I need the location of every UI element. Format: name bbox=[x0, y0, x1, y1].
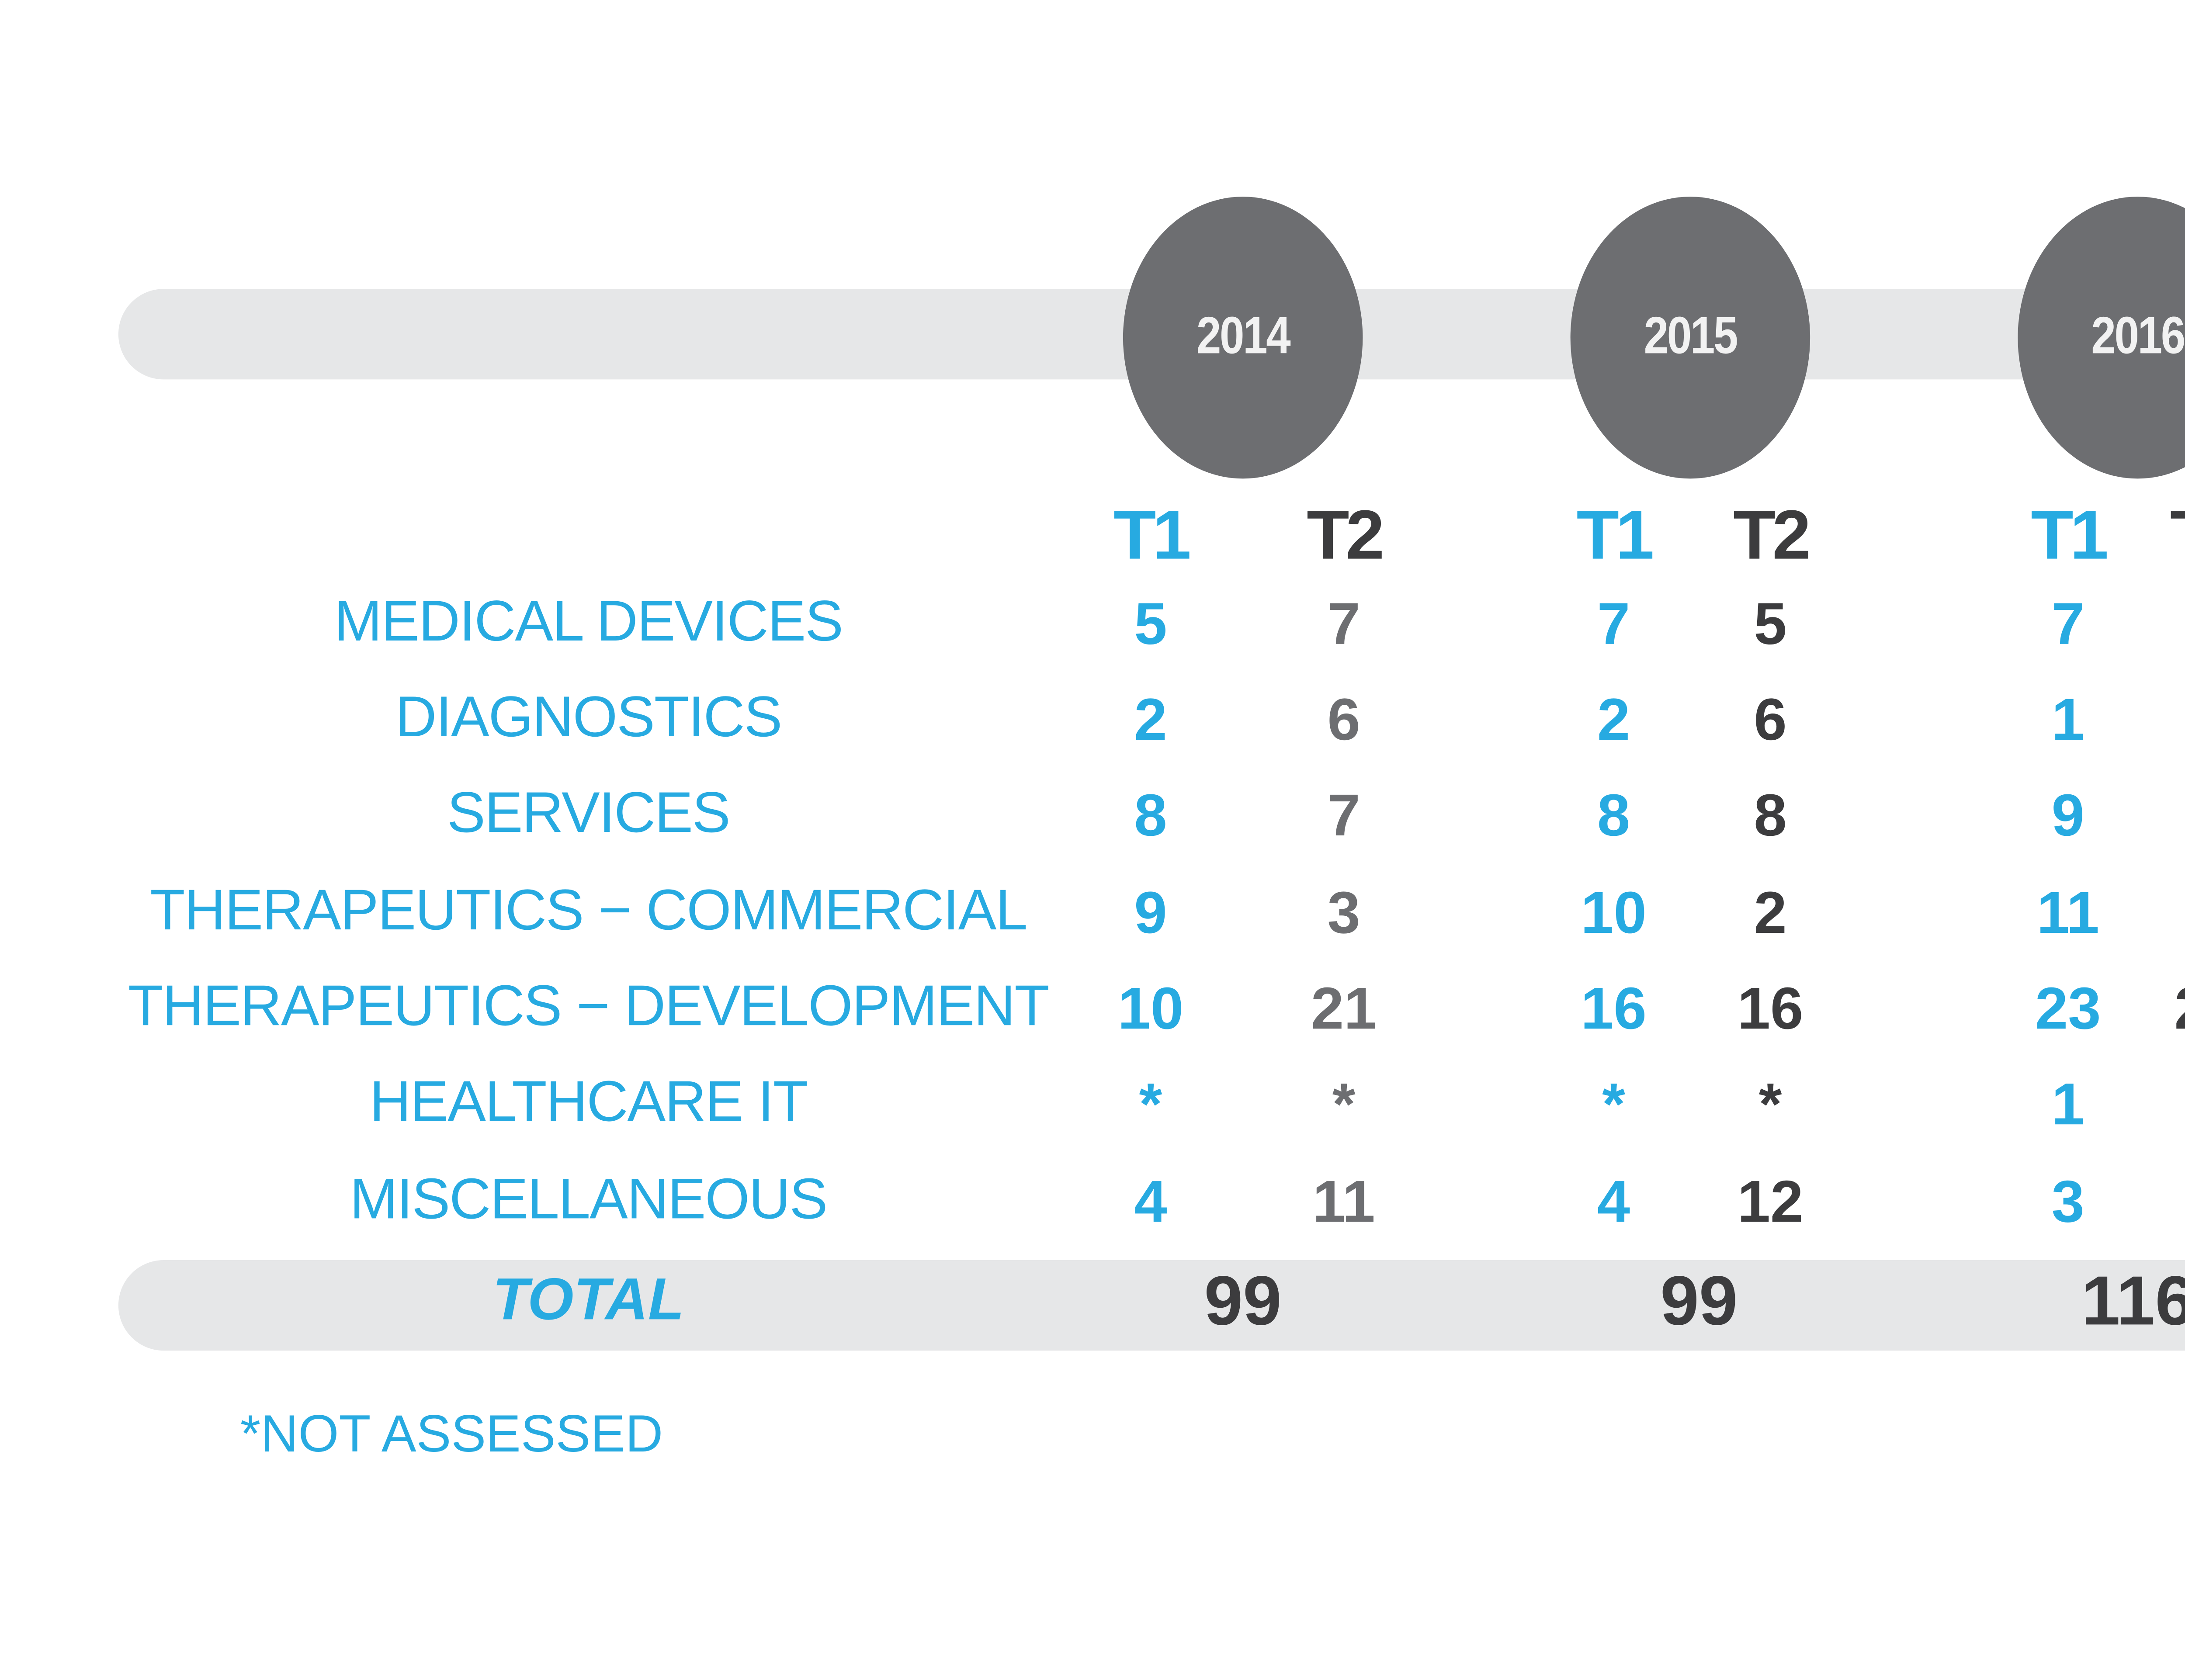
table-cell: 9 bbox=[1134, 880, 1167, 947]
table-cell: * bbox=[1758, 1072, 1782, 1139]
table-cell: 3 bbox=[1327, 880, 1360, 947]
table-cell: 23 bbox=[2035, 976, 2101, 1043]
total-value-2016: 116 bbox=[2081, 1263, 2185, 1341]
table-cell: 11 bbox=[2036, 880, 2099, 947]
table-cell: 9 bbox=[2138, 687, 2185, 755]
table-cell: 20 bbox=[2138, 977, 2185, 1044]
subcolumn-header-2014-t2: T2 bbox=[1307, 498, 1384, 575]
category-label: MEDICAL DEVICES bbox=[334, 588, 843, 653]
table-cell: 16 bbox=[1737, 976, 1803, 1043]
year-badge-2014: 2014 bbox=[1123, 197, 1363, 479]
category-label: SERVICES bbox=[447, 779, 730, 844]
table-cell: 7 bbox=[1327, 783, 1360, 849]
category-label: DIAGNOSTICS bbox=[395, 684, 782, 748]
table-cell: 7 bbox=[1327, 592, 1360, 658]
year-badge-2016: 2016 bbox=[2018, 197, 2185, 479]
table-cell: 1 bbox=[2051, 1072, 2084, 1139]
table-cell: 5 bbox=[2138, 881, 2185, 949]
category-label: MISCELLANEOUS bbox=[350, 1166, 828, 1231]
table-cell: 16 bbox=[1581, 976, 1647, 1043]
table-cell: 7 bbox=[2138, 783, 2185, 851]
category-label: HEALTHCARE IT bbox=[369, 1068, 808, 1133]
table-cell: 8 bbox=[1754, 783, 1787, 849]
category-label: THERAPEUTICS − DEVELOPMENT bbox=[128, 973, 1050, 1038]
table-cell: 8 bbox=[1597, 783, 1630, 849]
table-cell: 4 bbox=[1597, 1169, 1630, 1236]
subcolumn-header-2015-t2: T2 bbox=[1733, 498, 1811, 575]
total-band bbox=[118, 1260, 2185, 1351]
table-cell: 5 bbox=[1134, 592, 1167, 658]
footnote: *NOT ASSESSED bbox=[240, 1406, 663, 1464]
table-cell: 5 bbox=[1754, 592, 1787, 658]
table-cell: 3 bbox=[2051, 1169, 2084, 1236]
table-cell: 6 bbox=[1754, 687, 1787, 754]
table-cell: 8 bbox=[1134, 783, 1167, 849]
total-value-2015: 99 bbox=[1660, 1263, 1738, 1341]
category-label: THERAPEUTICS − COMMERCIAL bbox=[150, 877, 1027, 942]
total-value-2014: 99 bbox=[1204, 1263, 1282, 1341]
total-label: TOTAL bbox=[492, 1267, 684, 1334]
table-cell: * bbox=[1332, 1072, 1356, 1139]
table-cell: 9 bbox=[2051, 783, 2084, 849]
table-cell: 12 bbox=[1737, 1169, 1803, 1236]
subcolumn-header-2016-t1: T1 bbox=[2031, 498, 2109, 575]
table-cell: * bbox=[1139, 1072, 1162, 1139]
table-cell: 6 bbox=[1327, 687, 1360, 754]
table-cell: 10 bbox=[1117, 976, 1184, 1043]
table-cell: 11 bbox=[1312, 1169, 1375, 1236]
table-cell: 5 bbox=[2138, 1072, 2185, 1140]
table-cell: 2 bbox=[1597, 687, 1630, 754]
table-cell: * bbox=[1602, 1072, 1625, 1139]
table-cell: 2 bbox=[1754, 880, 1787, 947]
table-cell: 6 bbox=[2138, 592, 2185, 659]
table-cell: 2 bbox=[1134, 687, 1167, 754]
table-cell: 9 bbox=[2138, 1170, 2185, 1237]
table-cell: 7 bbox=[1597, 592, 1630, 658]
table-cell: 10 bbox=[1581, 880, 1647, 947]
table-cell: 1 bbox=[2051, 687, 2084, 754]
table-cell: 21 bbox=[1311, 976, 1377, 1043]
table-cell: 7 bbox=[2051, 592, 2084, 658]
year-badge-2015: 2015 bbox=[1570, 197, 1810, 479]
table-cell: 4 bbox=[1134, 1169, 1167, 1236]
subcolumn-header-2015-t1: T1 bbox=[1576, 498, 1654, 575]
subcolumn-header-2016-t2: T2 bbox=[2138, 498, 2185, 576]
subcolumn-header-2014-t1: T1 bbox=[1113, 498, 1191, 575]
